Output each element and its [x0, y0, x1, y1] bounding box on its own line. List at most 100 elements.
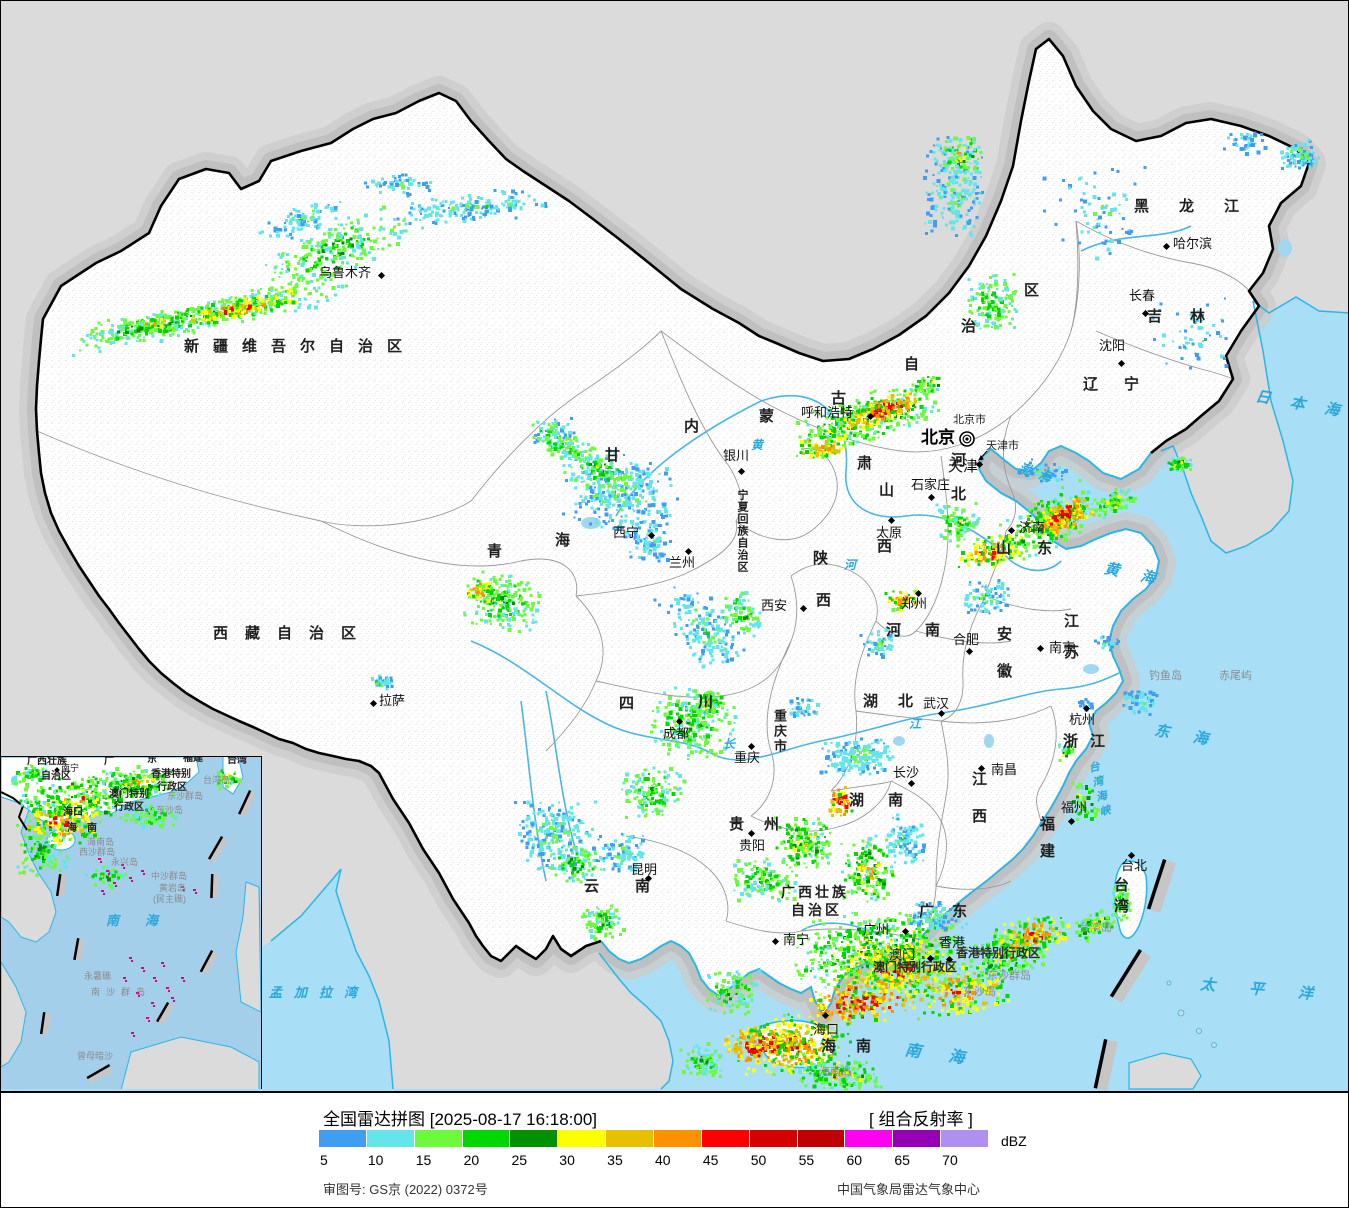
city-label: 乌鲁木齐	[319, 265, 372, 280]
city-label: 长春	[1129, 288, 1156, 303]
inset-label: 海南	[67, 823, 107, 834]
city-label: 南宁	[783, 932, 810, 947]
inset-label: 行政区	[114, 802, 144, 813]
sar-label: 澳门特别行政区	[873, 960, 958, 974]
city-label: 沈阳	[1099, 338, 1126, 353]
inset-label: 东	[147, 756, 157, 765]
province-label: 肃	[857, 455, 873, 472]
province-label: 青	[487, 543, 503, 560]
annotation-label: 天津市	[986, 440, 1019, 452]
color-scale-bar: 5 10 15 20 25 30 35 40 45 50 55 60 65 70	[319, 1130, 989, 1168]
inset-canvas	[1, 757, 261, 1089]
inset-label: 广	[104, 756, 114, 767]
inset-malay	[1, 961, 27, 1068]
inset-label: 行政区	[157, 782, 187, 793]
sar-label: 香港特别行政区	[956, 946, 1041, 960]
legend-swatch-10: 10	[366, 1130, 414, 1168]
province-label: 河南	[886, 622, 965, 639]
city-label: 石家庄	[911, 477, 951, 492]
province-label: 北	[951, 486, 967, 503]
city-label: 南京	[1049, 640, 1076, 655]
legend-value: 30	[559, 1152, 575, 1168]
city-label: 海口	[813, 1022, 840, 1037]
province-label: 陕	[813, 550, 829, 567]
inset-island-label: 西沙群岛	[79, 847, 116, 857]
legend-value: 65	[894, 1152, 910, 1168]
province-label: 西藏自治区	[213, 625, 374, 642]
city-label: 福州	[1061, 800, 1088, 815]
city-label: 哈尔滨	[1173, 236, 1213, 251]
city-label: 天津	[948, 458, 979, 475]
province-label: 福建	[1038, 816, 1055, 870]
foreign-coastlines	[270, 296, 1348, 1090]
province-label: 自	[904, 356, 920, 373]
island-label: 钓鱼岛	[1149, 670, 1182, 682]
province-label: 江苏	[1062, 613, 1079, 675]
inset-borneo	[120, 1036, 260, 1089]
china-radar-map: 黑龙江 吉林 辽宁内蒙古自治区新疆维吾尔自治区 西藏自治区青海甘肃宁夏回族自治区陕西山…	[1, 1, 1348, 1091]
province-label: 山	[879, 482, 895, 499]
legend-value: 70	[942, 1152, 958, 1168]
sea-label: 孟加拉湾	[269, 985, 370, 1000]
inset-luzon	[235, 881, 261, 1013]
province-label: 新疆维吾尔自治区	[184, 338, 417, 355]
license-number: 审图号: GS京 (2022) 0372号	[323, 1182, 488, 1197]
legend-swatch-25: 25	[510, 1130, 558, 1168]
province-label: 西	[816, 592, 832, 609]
city-label: 济南	[1019, 520, 1046, 535]
city-label: 香港	[939, 935, 966, 950]
province-label: 古	[831, 390, 847, 407]
city-label: 澳门	[889, 947, 916, 962]
inset-label: 自治区	[41, 771, 71, 782]
province-label: 贵州	[729, 816, 800, 833]
inset-island-label: 永暑礁	[84, 971, 112, 981]
legend-value: 35	[607, 1152, 623, 1168]
island-label: 东沙岛	[963, 986, 996, 998]
ryukyu-islands	[1166, 980, 1217, 1048]
legend-swatch-40: 40	[654, 1130, 701, 1168]
city-label: 合肥	[953, 632, 980, 647]
city-label: 南昌	[991, 762, 1018, 777]
province-label: 广西壮族	[781, 884, 849, 900]
province-label: 湖北	[863, 693, 934, 710]
map-canvas	[1, 1, 1348, 1091]
inset-island-label: 海南岛	[87, 837, 115, 847]
inset-island-label: 南沙群岛	[91, 987, 152, 997]
legend-swatch-45: 45	[701, 1130, 749, 1168]
national-border	[34, 37, 1311, 963]
unit-label: dBZ	[1001, 1133, 1027, 1149]
legend-value: 40	[655, 1152, 671, 1168]
legend-swatch-50: 50	[749, 1130, 797, 1168]
inset-island-label: 曾母暗沙	[77, 1051, 114, 1061]
legend-swatch-65: 65	[893, 1130, 941, 1168]
inset-island-label: 东沙群岛	[167, 791, 204, 801]
city-label: 杭州	[1069, 712, 1096, 727]
province-label: 海南	[821, 1038, 892, 1055]
legend-swatch-55: 55	[797, 1130, 845, 1168]
inset-island-label: 中沙群岛	[151, 871, 188, 881]
agency-name: 中国气象局雷达气象中心	[837, 1182, 981, 1197]
legend-swatch-15: 15	[414, 1130, 462, 1168]
city-label: 贵阳	[739, 838, 766, 853]
radar-echo-layer	[72, 131, 1321, 1091]
city-label: 呼和浩特	[801, 405, 854, 420]
city-label: 重庆	[734, 750, 761, 765]
province-label: 蒙	[759, 408, 775, 425]
inset-island-label: (民主礁)	[153, 894, 186, 904]
inset-sea-label: 南海	[106, 913, 185, 928]
inset-island-label: 黄岩岛	[159, 883, 187, 893]
city-label: 银川	[723, 448, 750, 463]
city-label: 广州	[863, 922, 890, 937]
city-label: 昆明	[631, 862, 658, 877]
inset-label: 广西壮族	[27, 756, 67, 767]
inset-island-label: 台湾岛	[203, 775, 231, 785]
legend-swatch-70: 70	[941, 1130, 989, 1168]
province-label: 黑龙江	[1134, 198, 1270, 215]
legend-value: 25	[511, 1152, 528, 1168]
legend-value: 15	[415, 1152, 432, 1168]
south-china-sea-inset: 广西壮族 自治区广东福建 台湾 香港特别 行政区 澳门特别 行政区 海南 海口 台湾岛 东沙群岛 东沙…	[1, 756, 262, 1089]
annotation-label: 北京市	[953, 414, 986, 426]
legend-value: 55	[798, 1152, 815, 1168]
province-label: 重庆市	[772, 709, 787, 754]
